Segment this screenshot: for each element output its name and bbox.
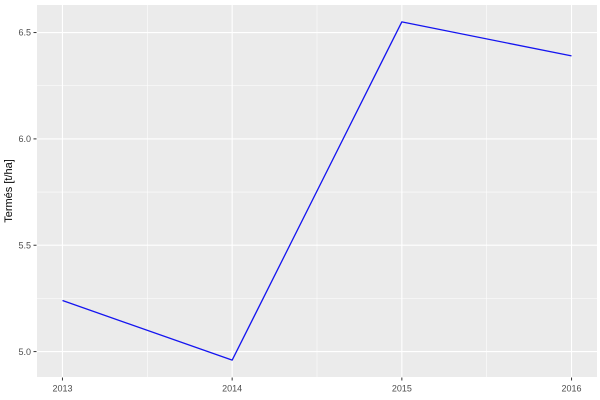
y-tick-label: 5.5	[18, 240, 31, 250]
x-tick-label: 2016	[562, 384, 582, 394]
x-tick-label: 2015	[392, 384, 412, 394]
y-tick-label: 6.0	[18, 134, 31, 144]
y-axis-title: Termés [t/ha]	[3, 159, 15, 223]
x-tick-label: 2014	[222, 384, 242, 394]
x-tick-label: 2013	[52, 384, 72, 394]
y-tick-label: 5.0	[18, 347, 31, 357]
data-line	[62, 21, 572, 361]
y-tick-label: 6.5	[18, 28, 31, 38]
